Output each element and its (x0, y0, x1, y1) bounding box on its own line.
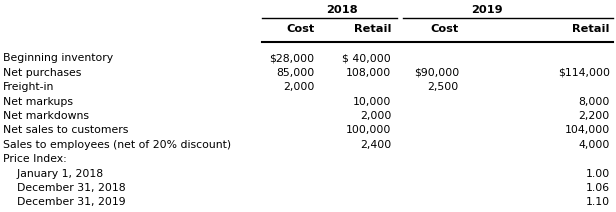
Text: 2,000: 2,000 (283, 82, 314, 92)
Text: Cost: Cost (431, 24, 459, 34)
Text: Freight-in: Freight-in (3, 82, 54, 92)
Text: 1.00: 1.00 (586, 169, 610, 179)
Text: 8,000: 8,000 (578, 96, 610, 107)
Text: 2,400: 2,400 (360, 140, 391, 150)
Text: 100,000: 100,000 (346, 125, 391, 135)
Text: December 31, 2018: December 31, 2018 (3, 183, 126, 193)
Text: 4,000: 4,000 (578, 140, 610, 150)
Text: $114,000: $114,000 (558, 68, 610, 78)
Text: Net sales to customers: Net sales to customers (3, 125, 129, 135)
Text: Net purchases: Net purchases (3, 68, 81, 78)
Text: Retail: Retail (572, 24, 610, 34)
Text: $28,000: $28,000 (269, 53, 314, 63)
Text: 1.06: 1.06 (586, 183, 610, 193)
Text: 2018: 2018 (326, 4, 358, 15)
Text: 104,000: 104,000 (565, 125, 610, 135)
Text: 2,000: 2,000 (360, 111, 391, 121)
Text: Net markdowns: Net markdowns (3, 111, 89, 121)
Text: 108,000: 108,000 (346, 68, 391, 78)
Text: December 31, 2019: December 31, 2019 (3, 197, 126, 208)
Text: 1.10: 1.10 (586, 197, 610, 208)
Text: $ 40,000: $ 40,000 (342, 53, 391, 63)
Text: Retail: Retail (354, 24, 391, 34)
Text: $90,000: $90,000 (414, 68, 459, 78)
Text: January 1, 2018: January 1, 2018 (3, 169, 103, 179)
Text: 85,000: 85,000 (276, 68, 314, 78)
Text: Sales to employees (net of 20% discount): Sales to employees (net of 20% discount) (3, 140, 231, 150)
Text: 2019: 2019 (471, 4, 503, 15)
Text: 2,500: 2,500 (428, 82, 459, 92)
Text: Price Index:: Price Index: (3, 154, 67, 164)
Text: Cost: Cost (286, 24, 314, 34)
Text: Beginning inventory: Beginning inventory (3, 53, 113, 63)
Text: 10,000: 10,000 (353, 96, 391, 107)
Text: Net markups: Net markups (3, 96, 73, 107)
Text: 2,200: 2,200 (578, 111, 610, 121)
